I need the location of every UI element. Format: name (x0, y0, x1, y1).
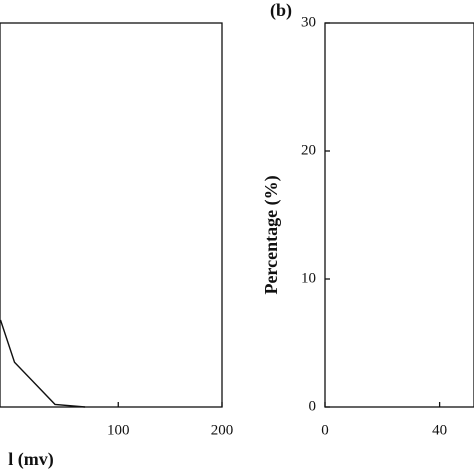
plot-frame (0, 22, 223, 408)
y-tick-label: 10 (301, 270, 316, 286)
data-line (0, 319, 86, 408)
y-axis-title: Percentage (%) (261, 175, 282, 294)
panel-label: (b) (270, 0, 292, 21)
y-tick-label: 30 (301, 14, 316, 30)
y-tick-label: 20 (301, 142, 316, 158)
x-tick-label: 100 (107, 422, 130, 438)
x-tick-label: 0 (321, 422, 329, 438)
x-axis-title: l (mv) (8, 449, 53, 470)
panel: 0 40 0 10 20 30 Percentage (%) (b) (261, 0, 474, 438)
y-tick-label: 0 (309, 398, 317, 414)
panel: 100 200 l (mv) (0, 22, 234, 470)
x-tick-label: 200 (211, 422, 234, 438)
x-tick-label: 40 (432, 422, 447, 438)
plot-frame (324, 22, 474, 408)
